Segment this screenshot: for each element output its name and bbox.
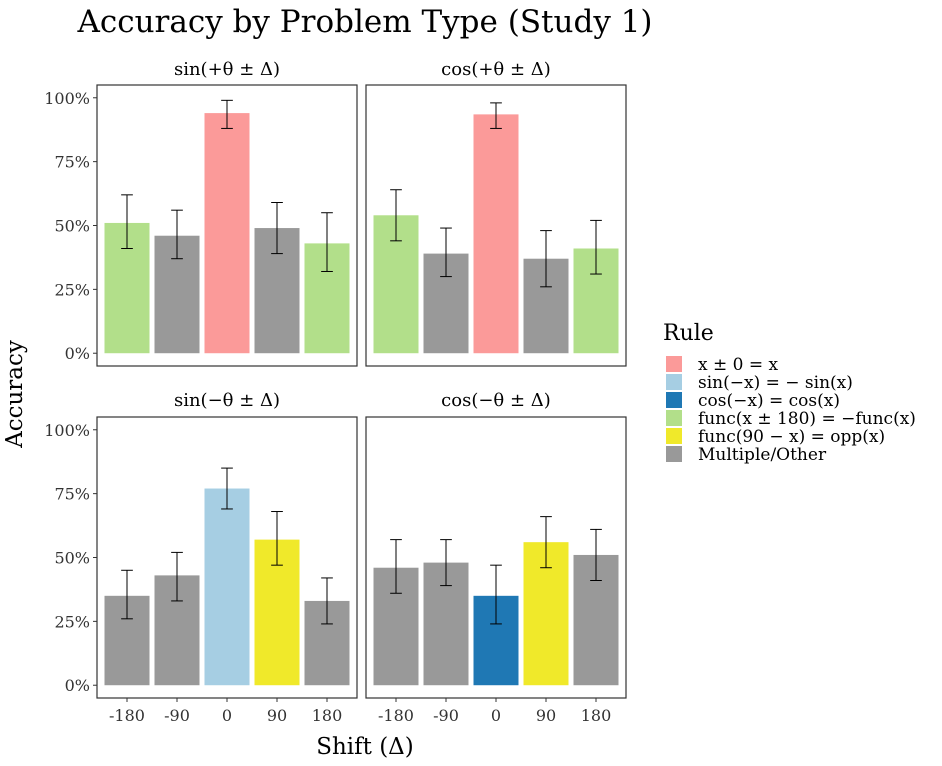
x-tick-label: -90 [164, 706, 190, 725]
y-tick-label: 75% [54, 153, 90, 172]
facet-panel-1: sin(+θ ± Δ) 0% 25% 50% 75% 100% [44, 59, 358, 367]
x-axis-title: Shift (Δ) [316, 734, 414, 760]
y-tick-label: 100% [44, 89, 90, 108]
y-tick-label: 50% [54, 549, 90, 568]
legend-swatch-zero [666, 356, 682, 372]
y-tick-label: 25% [54, 280, 90, 299]
legend-swatch-sin_neg [666, 374, 682, 390]
legend-label-cos_neg: cos(−x) = cos(x) [698, 391, 840, 411]
y-tick-label: 25% [54, 612, 90, 631]
legend-label-sin_neg: sin(−x) = − sin(x) [698, 373, 853, 393]
legend-swatch-cos_neg [666, 392, 682, 408]
legend-label-zero: x ± 0 = x [698, 355, 779, 375]
y-axis-title: Accuracy [2, 340, 28, 449]
bar-0 [473, 114, 519, 354]
y-tick-label: 50% [54, 217, 90, 236]
facet-strip-label: cos(−θ ± Δ) [441, 390, 551, 411]
x-tick-label: 0 [491, 706, 501, 725]
legend-label-other: Multiple/Other [698, 445, 827, 465]
legend-label-func180: func(x ± 180) = −func(x) [698, 409, 916, 429]
facet-panels: sin(+θ ± Δ) 0% 25% 50% 75% 100% cos(+θ ± Δ) sin… [44, 59, 627, 725]
x-tick-label: 0 [222, 706, 232, 725]
legend-swatch-func180 [666, 410, 682, 426]
bar-0 [204, 113, 250, 354]
x-tick-label: -180 [378, 706, 414, 725]
x-tick-label: 90 [267, 706, 287, 725]
facet-panel-2: cos(+θ ± Δ) [365, 59, 627, 367]
facet-strip-label: sin(+θ ± Δ) [174, 59, 280, 80]
legend-swatch-other [666, 446, 682, 462]
y-tick-label: 75% [54, 485, 90, 504]
x-tick-label: 180 [581, 706, 612, 725]
x-tick-label: 180 [312, 706, 343, 725]
y-tick-label: 0% [65, 344, 90, 363]
facet-strip-label: sin(−θ ± Δ) [174, 390, 280, 411]
legend-swatch-func90 [666, 428, 682, 444]
chart-title: Accuracy by Problem Type (Study 1) [76, 4, 652, 40]
legend-label-func90: func(90 − x) = opp(x) [698, 427, 885, 447]
x-tick-label: -90 [433, 706, 459, 725]
bar-0 [204, 488, 250, 686]
facet-strip-label: cos(+θ ± Δ) [441, 59, 551, 80]
facet-panel-4: cos(−θ ± Δ) -180 -90 0 90 180 [365, 390, 627, 725]
facet-panel-3: sin(−θ ± Δ) 0% 25% 50% 75% 100% -180 -90 0 90 180 [44, 390, 358, 725]
y-tick-label: 100% [44, 421, 90, 440]
x-tick-label: 90 [536, 706, 556, 725]
panel-border [365, 84, 627, 367]
legend-title: Rule [663, 321, 714, 346]
y-tick-label: 0% [65, 676, 90, 695]
x-tick-label: -180 [109, 706, 145, 725]
